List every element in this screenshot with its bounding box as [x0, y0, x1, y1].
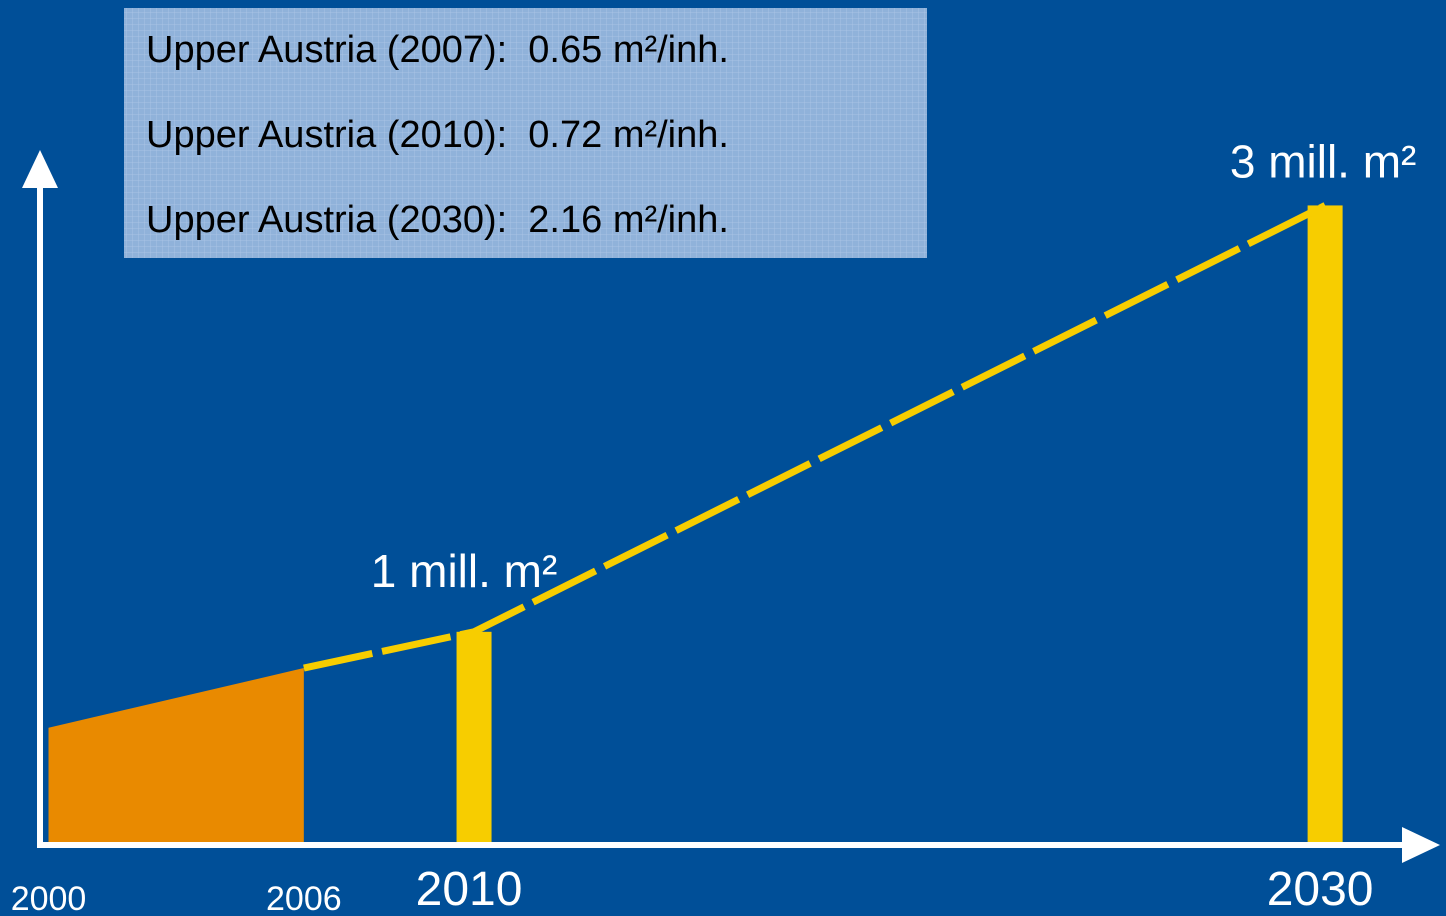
value-label: 1 mill. m² — [371, 545, 558, 597]
trend-line — [303, 202, 1327, 672]
info-box — [124, 8, 927, 258]
x-axis-arrow — [1402, 827, 1440, 863]
x-tick-label: 2000 — [11, 880, 87, 916]
info-text: Upper Austria (2030): 2.16 m²/inh. — [146, 199, 729, 241]
value-label: 3 mill. m² — [1230, 135, 1417, 187]
x-tick-label: 2006 — [266, 880, 342, 916]
x-tick-label: 2010 — [416, 863, 523, 916]
bar — [1307, 205, 1343, 845]
x-tick-label: 2030 — [1267, 863, 1374, 916]
bar — [456, 631, 492, 845]
y-axis-arrow — [22, 150, 58, 188]
info-text: Upper Austria (2010): 0.72 m²/inh. — [146, 114, 729, 156]
history-area — [48, 668, 304, 845]
info-text: Upper Austria (2007): 0.65 m²/inh. — [146, 29, 729, 71]
